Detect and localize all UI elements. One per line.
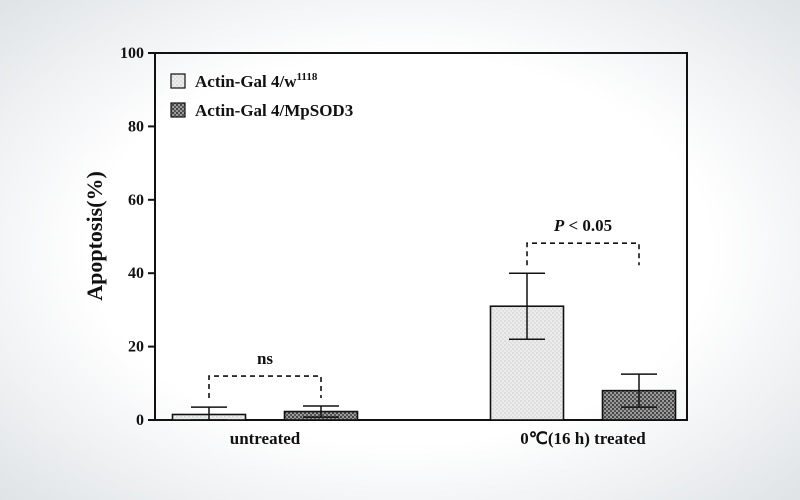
y-tick-label: 80 — [128, 118, 144, 135]
y-tick-label: 100 — [120, 45, 144, 62]
annotations-group: ns P < 0.05 — [208, 216, 640, 399]
y-tick-label: 60 — [128, 192, 144, 209]
plot-frame — [154, 52, 688, 421]
y-axis-label: Apoptosis(%) — [82, 171, 107, 301]
y-tick-label: 40 — [128, 265, 144, 282]
error-bars-group — [191, 272, 657, 421]
legend-swatch-series-2 — [170, 102, 186, 118]
significance-bracket — [526, 242, 640, 266]
x-axis-labels: untreated 0℃(16 h) treated — [230, 429, 647, 448]
significance-label: ns — [257, 349, 273, 368]
legend-label-series-1: Actin-Gal 4/w1118 — [195, 71, 318, 91]
y-tick-label: 20 — [128, 339, 144, 356]
x-category-label: 0℃(16 h) treated — [520, 429, 646, 448]
significance-label: P < 0.05 — [553, 216, 612, 235]
x-category-label: untreated — [230, 429, 301, 448]
legend: Actin-Gal 4/w1118 Actin-Gal 4/MpSOD3 — [170, 71, 353, 120]
y-tick-label: 0 — [136, 412, 144, 429]
significance-bracket — [208, 375, 322, 399]
bars-group — [171, 305, 677, 421]
legend-label-series-2: Actin-Gal 4/MpSOD3 — [195, 101, 353, 120]
y-axis: 0 20 40 60 80 100 — [120, 45, 155, 429]
legend-swatch-series-1 — [170, 73, 186, 89]
